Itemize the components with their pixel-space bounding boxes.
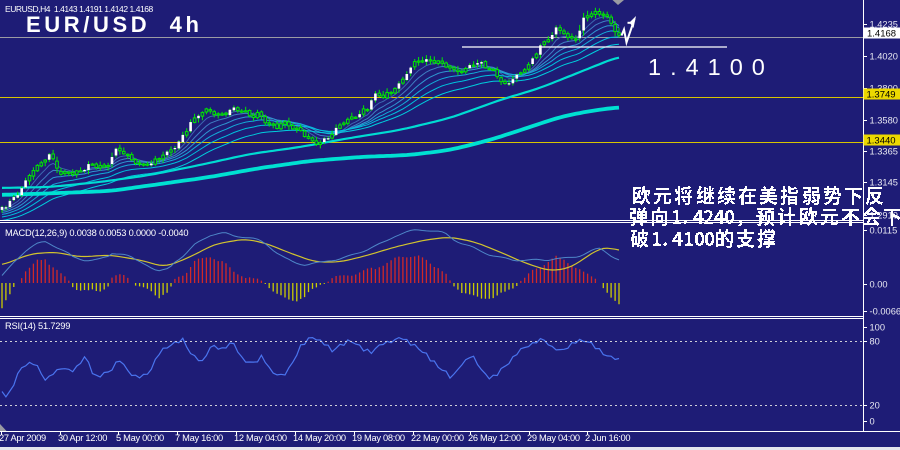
svg-text:5 May 00:00: 5 May 00:00: [116, 433, 164, 443]
svg-text:1.4235: 1.4235: [870, 20, 898, 30]
svg-text:14 May 20:00: 14 May 20:00: [293, 433, 346, 443]
svg-text:27 Apr 2009: 27 Apr 2009: [0, 433, 46, 443]
svg-text:0.00: 0.00: [870, 280, 888, 290]
svg-text:29 May 04:00: 29 May 04:00: [527, 433, 580, 443]
svg-text:12 May 04:00: 12 May 04:00: [234, 433, 287, 443]
svg-text:80: 80: [870, 337, 880, 347]
svg-text:1.4020: 1.4020: [870, 52, 898, 62]
svg-text:1.2910: 1.2910: [870, 211, 898, 221]
svg-text:1.3440: 1.3440: [867, 136, 896, 147]
svg-text:100: 100: [870, 323, 886, 333]
svg-text:0.0115: 0.0115: [870, 226, 898, 236]
svg-text:1.3749: 1.3749: [867, 90, 896, 101]
svg-text:-0.0066: -0.0066: [870, 307, 900, 317]
svg-text:EUR/USD 4h: EUR/USD 4h: [26, 12, 203, 37]
svg-text:0: 0: [870, 417, 875, 427]
svg-text:MACD(12,26,9) 0.0038 0.0053 0.: MACD(12,26,9) 0.0038 0.0053 0.0000 -0.00…: [5, 228, 188, 238]
svg-text:20: 20: [870, 401, 880, 411]
svg-text:30 Apr 12:00: 30 Apr 12:00: [58, 433, 107, 443]
svg-text:EURUSD,H4 1.4143 1.4191 1.414: EURUSD,H4 1.4143 1.4191 1.4142 1.4168: [5, 4, 154, 14]
svg-text:RSI(14) 51.7299: RSI(14) 51.7299: [5, 321, 70, 331]
svg-text:26 May 12:00: 26 May 12:00: [468, 433, 521, 443]
svg-text:1.3580: 1.3580: [870, 116, 898, 126]
svg-text:22 May 00:00: 22 May 00:00: [411, 433, 464, 443]
svg-text:1.3365: 1.3365: [870, 147, 898, 157]
svg-text:2 Jun 16:00: 2 Jun 16:00: [585, 433, 630, 443]
svg-text:1.3145: 1.3145: [870, 178, 898, 188]
svg-text:1.4168: 1.4168: [867, 29, 896, 40]
svg-text:1.4100: 1.4100: [648, 54, 774, 80]
svg-text:19 May 08:00: 19 May 08:00: [352, 433, 405, 443]
svg-text:7 May 16:00: 7 May 16:00: [175, 433, 223, 443]
